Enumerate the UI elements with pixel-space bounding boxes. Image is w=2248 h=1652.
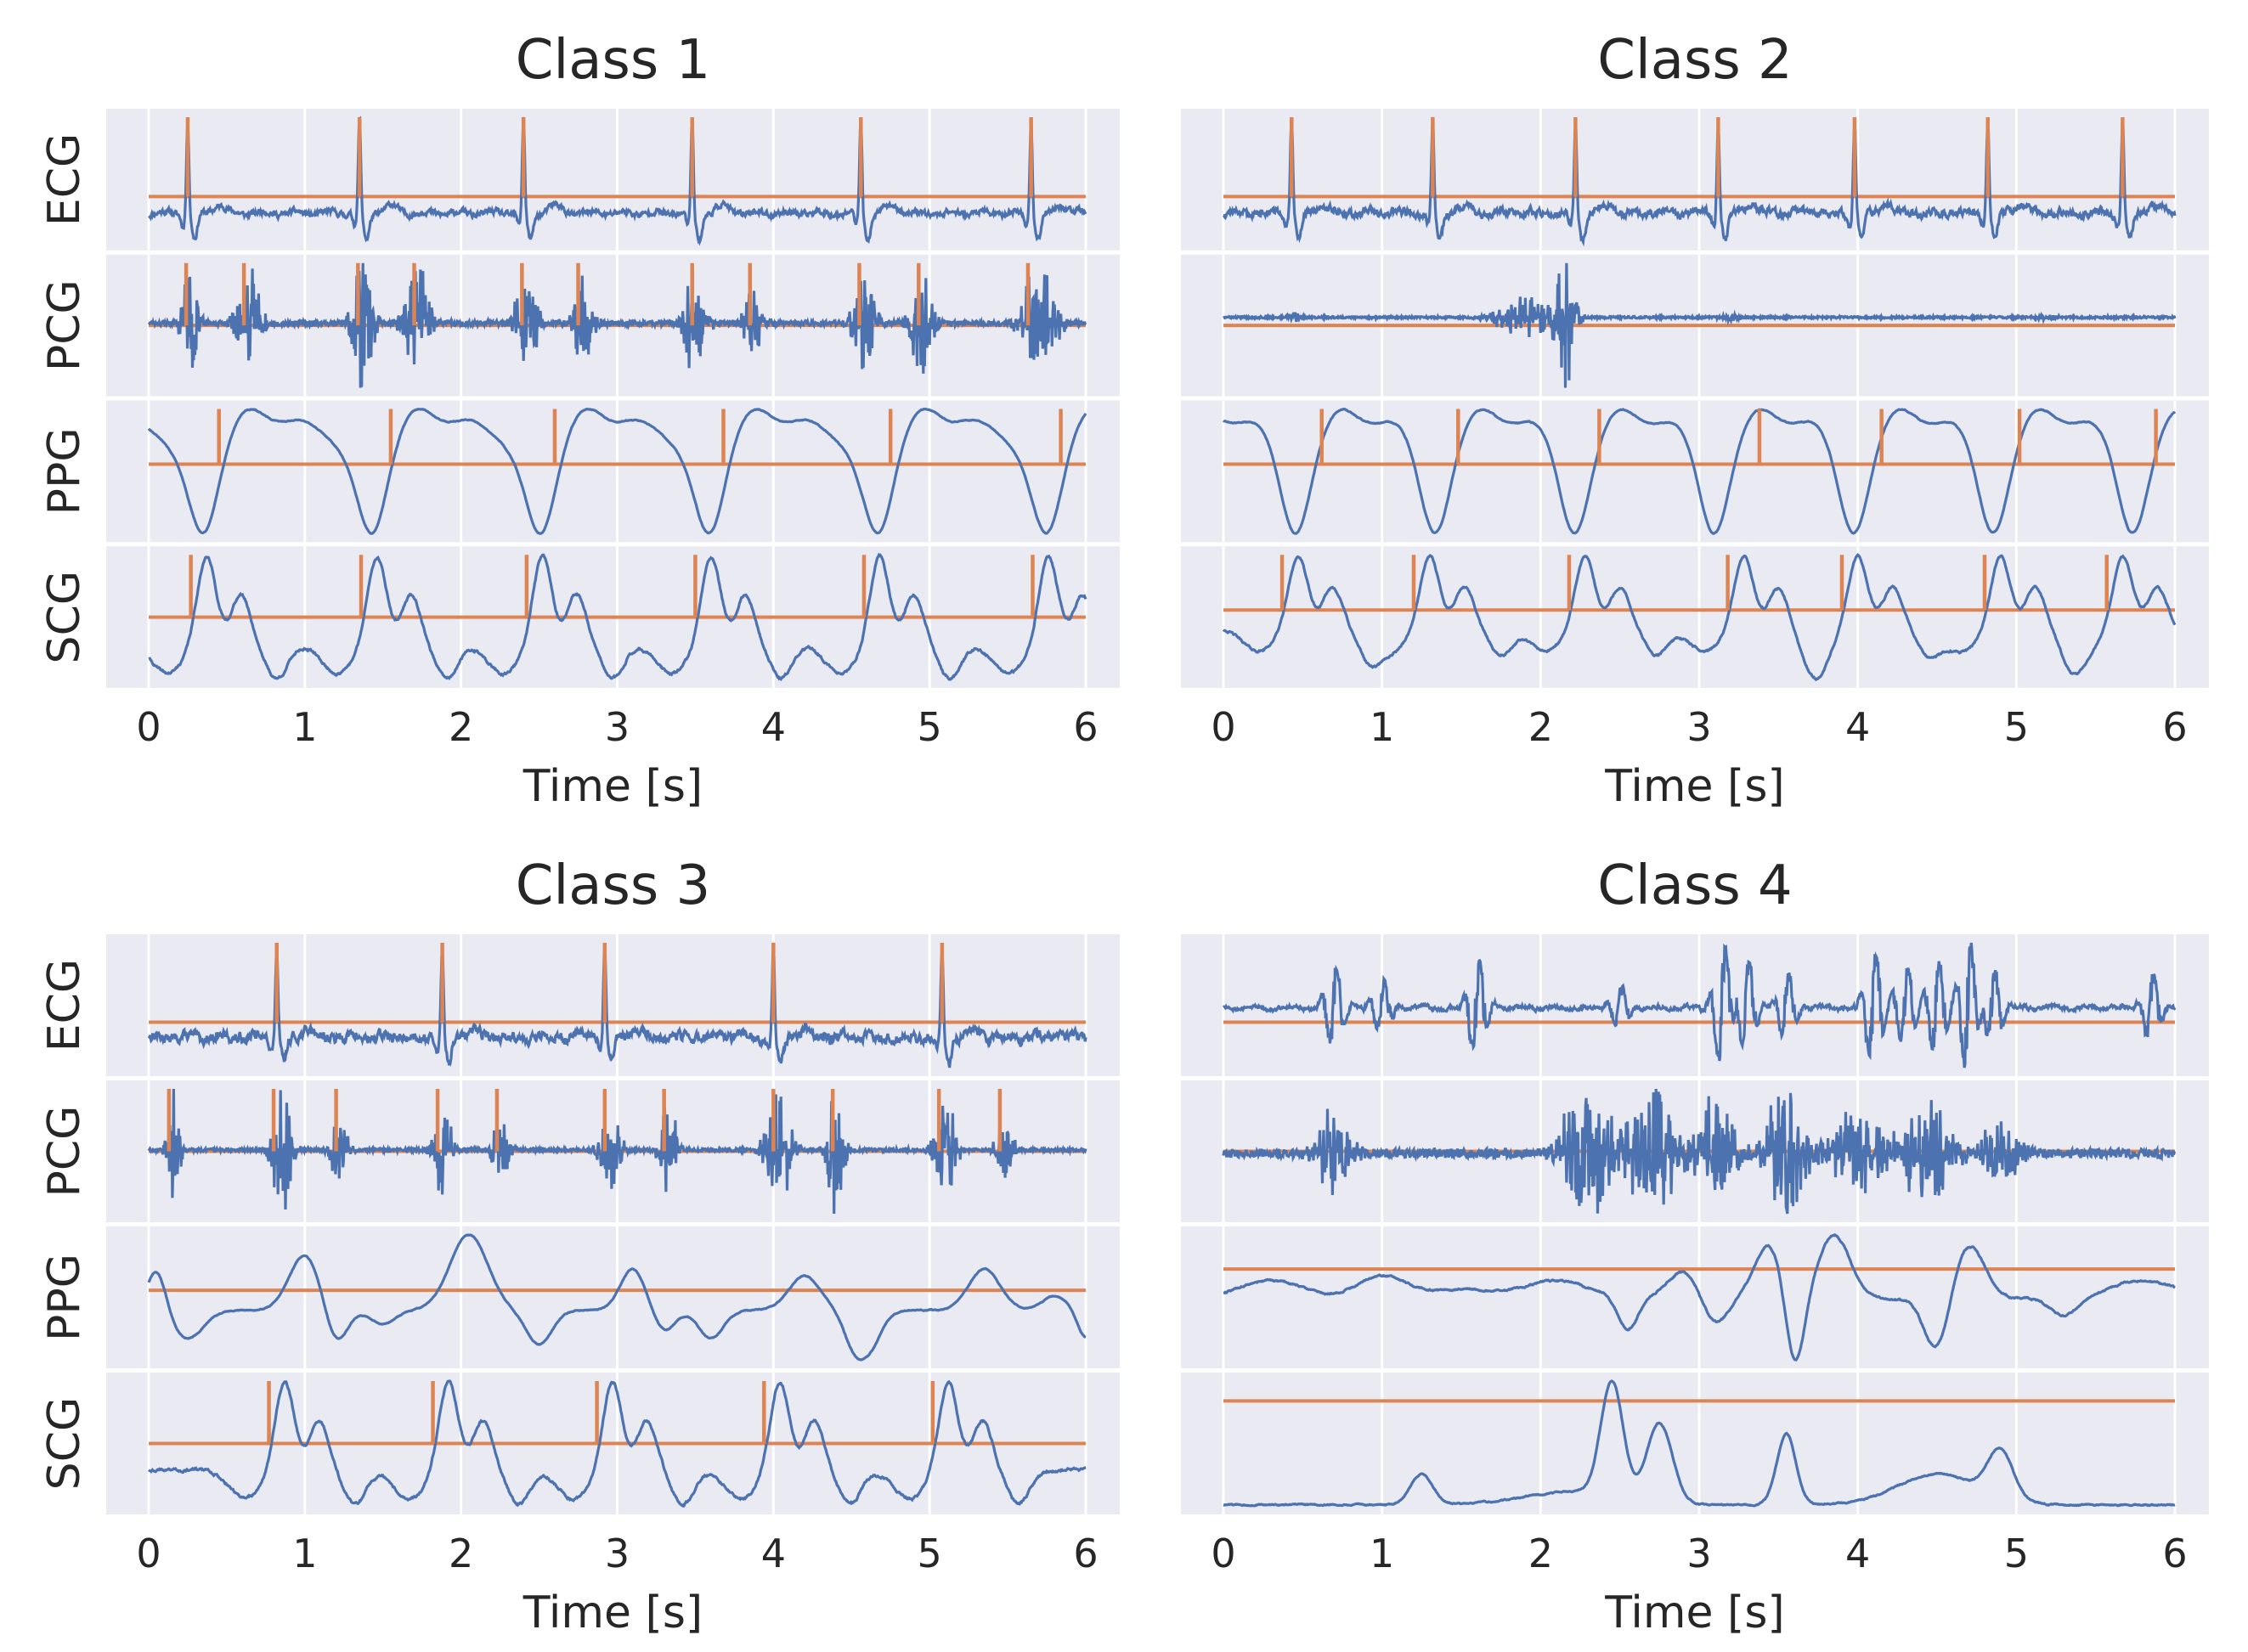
signal-trace <box>147 1088 1087 1215</box>
x-tick-label: 5 <box>918 704 942 750</box>
x-tick-label: 4 <box>1845 1531 1870 1576</box>
x-tick-label: 3 <box>605 1531 630 1576</box>
x-tick-label: 1 <box>1370 704 1394 750</box>
signal-trace <box>1222 407 2177 535</box>
x-tick-label: 6 <box>1073 704 1098 750</box>
axes-background <box>1181 109 2209 251</box>
signal-trace <box>1222 553 2177 682</box>
x-tick-label: 2 <box>449 1531 473 1576</box>
row-1 <box>1181 109 2209 251</box>
x-tick-label: 2 <box>1528 1531 1553 1576</box>
signal-trace <box>147 1379 1087 1508</box>
row-4 <box>1181 546 2209 688</box>
signal-trace <box>148 552 1087 682</box>
row-3: PPG <box>39 1226 1120 1368</box>
x-tick-label: 0 <box>136 1531 161 1576</box>
x-tick-label: 2 <box>1528 704 1553 750</box>
signal-trace <box>1223 1379 2176 1508</box>
row-2 <box>1181 254 2209 397</box>
x-tick-label: 1 <box>292 704 317 750</box>
row-4: SCG <box>39 1373 1120 1514</box>
x-tick-label: 1 <box>292 1531 317 1576</box>
x-tick-label: 4 <box>761 1531 786 1576</box>
subplot-class-3: Class 3 ECG PCG PPG SCG 0 1 2 3 4 5 6 Time [s] <box>39 854 1120 1638</box>
signal-trace <box>1223 1232 2176 1362</box>
signal-trace <box>147 942 1087 1068</box>
x-tick-label: 2 <box>449 704 473 750</box>
row-label: PPG <box>39 427 90 515</box>
x-axis-label: Time [s] <box>1604 761 1784 812</box>
row-label: PPG <box>39 1254 90 1341</box>
signal-trace <box>147 1233 1087 1362</box>
signal-trace <box>147 116 1087 246</box>
x-tick-label: 3 <box>1686 704 1711 750</box>
x-tick-label: 5 <box>918 1531 942 1576</box>
x-tick-label: 5 <box>2004 704 2029 750</box>
row-label: PCG <box>39 1106 90 1198</box>
row-label: ECG <box>39 133 90 226</box>
row-1 <box>1181 934 2209 1076</box>
axes-background <box>106 400 1120 543</box>
subplot-title: Class 1 <box>516 29 710 92</box>
x-axis-label: Time [s] <box>522 1587 703 1638</box>
subplot-class-2: Class 2 0 1 2 3 4 5 6 Time [s] <box>1181 29 2209 812</box>
axes-background <box>106 109 1120 251</box>
subplot-class-4: Class 4 0 1 2 3 4 5 6 Time [s] <box>1181 854 2209 1638</box>
signal-trace <box>1223 116 2177 247</box>
x-axis-label: Time [s] <box>522 761 703 812</box>
x-tick-label: 3 <box>605 704 630 750</box>
signal-trace <box>1223 262 2177 388</box>
x-tick-label: 5 <box>2004 1531 2029 1576</box>
row-2: PCG <box>39 254 1120 397</box>
x-tick-label: 1 <box>1370 1531 1394 1576</box>
subplot-class-1: Class 1 ECG PCG PPG SCG 0 1 2 3 4 5 6 Time [s] <box>39 29 1120 812</box>
x-tick-label: 6 <box>2162 704 2187 750</box>
row-2 <box>1181 1080 2209 1222</box>
x-axis-label: Time [s] <box>1604 1587 1784 1638</box>
signal-trace <box>147 407 1087 535</box>
x-tick-label: 0 <box>136 704 161 750</box>
row-3 <box>1181 1226 2209 1368</box>
x-tick-label: 0 <box>1211 1531 1235 1576</box>
row-label: SCG <box>39 571 90 664</box>
axes-background <box>1181 1226 2209 1368</box>
x-tick-label: 3 <box>1686 1531 1711 1576</box>
x-tick-label: 4 <box>761 704 786 750</box>
signal-trace <box>1222 942 2177 1068</box>
row-1: ECG <box>39 109 1120 251</box>
x-tick-label: 6 <box>2162 1531 2187 1576</box>
x-tick-label: 6 <box>1073 1531 1098 1576</box>
axes-background <box>1181 546 2209 688</box>
row-4: SCG <box>39 546 1120 688</box>
row-label: SCG <box>39 1397 90 1491</box>
x-tick-label: 0 <box>1211 704 1235 750</box>
row-label: PCG <box>39 279 90 371</box>
subplot-title: Class 3 <box>516 854 710 917</box>
signal-trace <box>147 262 1087 388</box>
row-label: ECG <box>39 959 90 1052</box>
axes-background <box>1181 1373 2209 1514</box>
row-3 <box>1181 400 2209 543</box>
subplot-title: Class 2 <box>1597 29 1792 92</box>
row-4 <box>1181 1373 2209 1514</box>
row-3: PPG <box>39 400 1120 543</box>
row-1: ECG <box>39 934 1120 1076</box>
subplot-title: Class 4 <box>1597 854 1792 917</box>
x-tick-label: 4 <box>1845 704 1870 750</box>
signal-trace <box>1222 1088 2177 1215</box>
row-2: PCG <box>39 1080 1120 1222</box>
